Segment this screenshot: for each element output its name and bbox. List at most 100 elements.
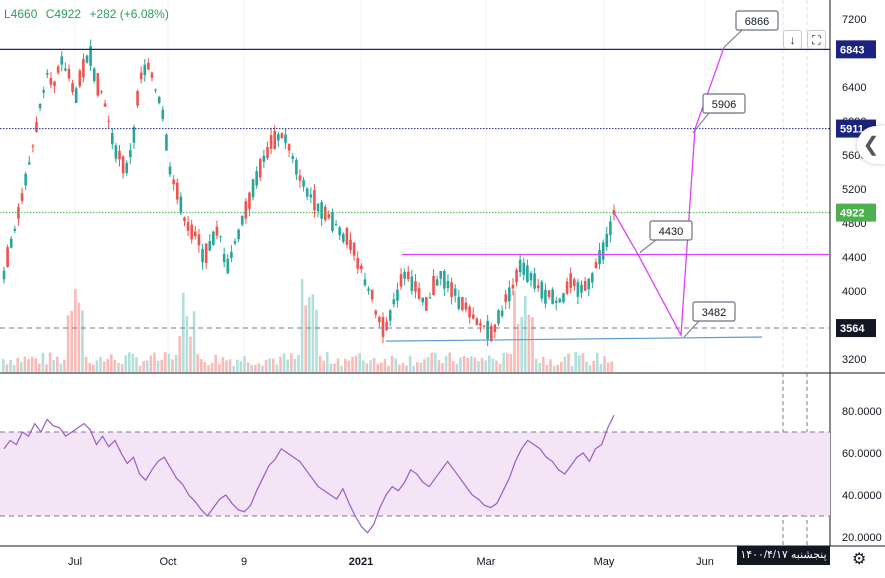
volume-bar <box>538 362 541 372</box>
volume-bar <box>358 353 361 372</box>
callout-pointer <box>723 29 743 48</box>
candle-body <box>471 314 475 319</box>
candle-body <box>479 323 482 326</box>
volume-bar <box>225 360 228 372</box>
candle-body <box>194 231 197 237</box>
volume-bar <box>214 354 217 372</box>
volume-bar <box>574 352 577 372</box>
candle-body <box>572 279 576 287</box>
candle-body <box>374 310 378 315</box>
volume-bar <box>408 355 412 372</box>
volume-bar <box>293 359 297 372</box>
volume-bar <box>34 358 37 372</box>
volume-bar <box>16 357 19 372</box>
volume-bar <box>254 364 257 372</box>
volume-bar <box>581 353 585 372</box>
candle-body <box>291 156 295 159</box>
candle-body <box>6 247 9 267</box>
candle-body <box>598 250 601 265</box>
volume-bar <box>300 278 304 372</box>
candle-body <box>450 282 453 297</box>
volume-bar <box>308 296 311 372</box>
volume-bar <box>387 365 390 372</box>
candle-body <box>168 166 172 175</box>
candle-body <box>53 81 56 86</box>
volume-bar <box>236 359 239 372</box>
volume-bar <box>63 359 66 372</box>
candle-body <box>150 72 154 78</box>
volume-bar <box>365 363 369 372</box>
candle-body <box>85 55 89 63</box>
volume-bar <box>315 309 318 372</box>
volume-bar <box>5 364 9 372</box>
volume-bar <box>495 360 498 372</box>
volume-bar <box>52 360 55 372</box>
candle-body <box>154 89 157 91</box>
price-tag-label: 3564 <box>840 323 865 335</box>
volume-bar <box>286 359 289 372</box>
volume-bar <box>434 352 437 372</box>
candle-body <box>540 281 544 299</box>
volume-bar <box>92 364 95 372</box>
volume-bar <box>102 361 106 372</box>
volume-bar <box>498 364 502 372</box>
price-tick-label: 6400 <box>842 82 866 94</box>
volume-bar <box>437 360 441 372</box>
volume-bar <box>185 316 189 372</box>
volume-bar <box>164 352 167 372</box>
candle-body <box>435 279 439 286</box>
volume-bar <box>124 355 127 372</box>
volume-bar <box>20 362 23 372</box>
volume-bar <box>174 354 178 372</box>
candle-body <box>425 297 428 311</box>
volume-bar <box>588 365 592 372</box>
volume-bar <box>171 359 174 372</box>
candle-body <box>273 130 277 150</box>
volume-bar <box>333 363 336 372</box>
volume-bar <box>473 357 477 372</box>
callout-label: 4430 <box>659 226 683 238</box>
candle-body <box>591 273 594 283</box>
candle-body <box>587 278 591 290</box>
candle-body <box>526 265 529 283</box>
volume-bar <box>376 363 379 372</box>
volume-bar <box>347 360 351 372</box>
candle-body <box>302 180 305 187</box>
volume-bar <box>513 290 516 372</box>
volume-bar <box>491 358 495 372</box>
projection-callout-0: 6866 <box>723 10 779 48</box>
volume-bar <box>275 364 279 372</box>
candle-body <box>554 300 558 303</box>
chevron-left-icon[interactable]: ❮ <box>857 126 885 164</box>
price-tag-label: 5911 <box>840 124 864 136</box>
volume-bar <box>84 356 88 372</box>
candle-body <box>544 289 547 304</box>
volume-bar <box>272 358 275 372</box>
volume-bar <box>484 360 487 372</box>
volume-bar <box>38 363 41 372</box>
projection-callout-2: 4430 <box>639 220 693 253</box>
candle-body <box>363 279 367 286</box>
candle-body <box>457 296 461 309</box>
candle-body <box>536 285 540 289</box>
candle-body <box>453 288 457 296</box>
candle-body <box>186 222 190 231</box>
candle-body <box>67 68 71 79</box>
candle-body <box>504 294 508 302</box>
candle-body <box>165 134 168 151</box>
fullscreen-icon[interactable]: ⛶ <box>807 30 826 49</box>
arrow-down-to-line-icon[interactable]: ↓ <box>783 30 802 49</box>
ohlc-legend: L4660 C4922 +282 (+6.08%) <box>4 7 174 21</box>
gear-icon[interactable]: ⚙ <box>852 551 867 568</box>
candle-body <box>143 64 147 76</box>
volume-bar <box>383 358 387 372</box>
volume-bar <box>117 362 120 372</box>
candle-body <box>20 193 24 201</box>
candle-body <box>129 150 132 158</box>
volume-bar <box>524 295 527 372</box>
volume-bar <box>398 364 401 372</box>
candle-body <box>558 298 562 303</box>
volume-bar <box>156 360 160 372</box>
candle-body <box>594 262 598 268</box>
candle-body <box>298 175 302 181</box>
